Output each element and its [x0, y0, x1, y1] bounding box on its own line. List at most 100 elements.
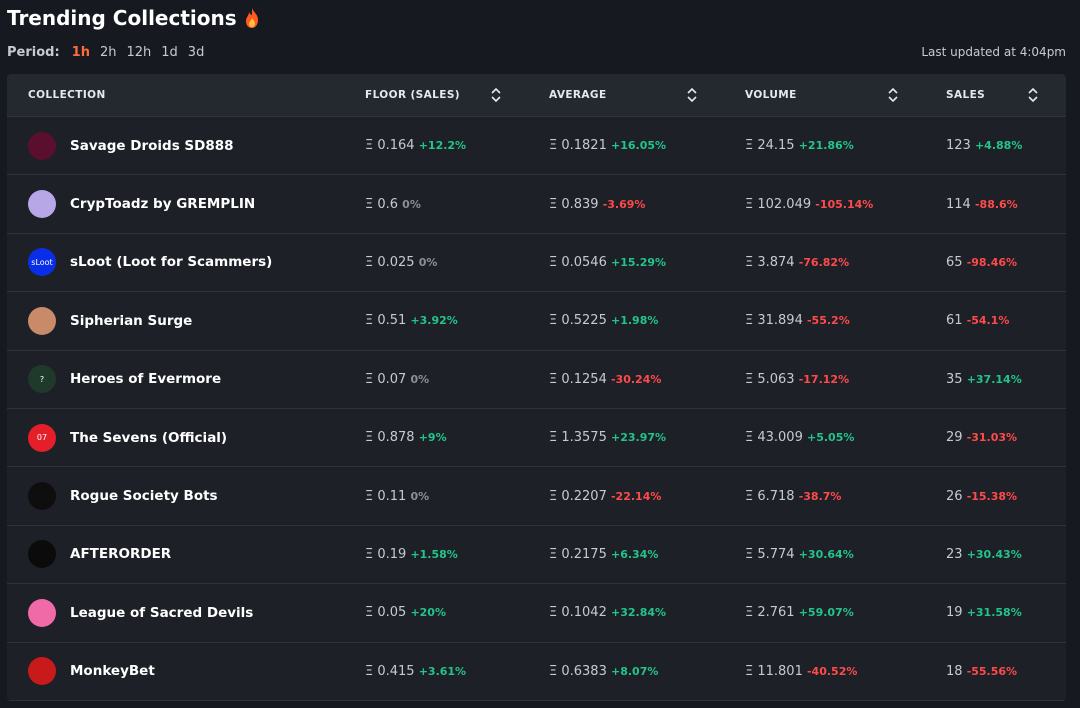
floor-cell: Ξ 0.164 +12.2% — [365, 138, 549, 153]
volume-cell: Ξ 31.894 -55.2% — [745, 313, 946, 328]
floor-cell-value: Ξ 0.07 — [365, 371, 407, 387]
sales-cell-change: -88.6% — [974, 197, 1018, 211]
average-cell-value: Ξ 0.1254 — [549, 371, 607, 387]
volume-cell-value: Ξ 5.774 — [745, 546, 795, 562]
fire-icon — [243, 7, 261, 29]
period-option-1d[interactable]: 1d — [161, 45, 178, 60]
floor-cell-value: Ξ 0.878 — [365, 430, 415, 446]
volume-cell: Ξ 24.15 +21.86% — [745, 138, 946, 153]
volume-cell-value: Ξ 5.063 — [745, 371, 795, 387]
sales-cell-value: 65 — [946, 254, 963, 270]
collection-cell[interactable]: Rogue Society Bots — [7, 482, 365, 511]
sales-cell: 114 -88.6% — [946, 197, 1066, 212]
collection-name[interactable]: League of Sacred Devils — [70, 604, 254, 621]
collection-cell[interactable]: 07 The Sevens (Official) — [7, 423, 365, 452]
sales-cell: 123 +4.88% — [946, 138, 1066, 153]
collection-avatar: 07 — [28, 423, 56, 452]
average-cell-value: Ξ 0.2175 — [549, 546, 607, 562]
collection-avatar — [28, 306, 56, 335]
table-header: COLLECTION FLOOR (SALES) AVERAGE VOLUME … — [7, 74, 1066, 117]
average-cell-value: Ξ 0.5225 — [549, 313, 607, 329]
collection-name[interactable]: sLoot (Loot for Scammers) — [70, 254, 273, 271]
table-row[interactable]: AFTERORDER Ξ 0.19 +1.58% Ξ 0.2175 +6.34%… — [7, 526, 1066, 585]
floor-cell-change: +20% — [410, 606, 446, 620]
collection-name[interactable]: Savage Droids SD888 — [70, 137, 234, 154]
average-cell-value: Ξ 0.1042 — [549, 605, 607, 621]
sales-cell-change: -55.56% — [966, 664, 1018, 678]
sort-icon[interactable] — [888, 87, 898, 103]
sales-cell: 65 -98.46% — [946, 255, 1066, 270]
table-row[interactable]: 07 The Sevens (Official) Ξ 0.878 +9% Ξ 1… — [7, 409, 1066, 468]
collection-cell[interactable]: CrypToadz by GREMPLIN — [7, 190, 365, 219]
column-header-floor[interactable]: FLOOR (SALES) — [365, 87, 549, 103]
floor-cell-value: Ξ 0.11 — [365, 488, 407, 504]
collection-cell[interactable]: ? Heroes of Evermore — [7, 365, 365, 394]
period-option-2h[interactable]: 2h — [99, 45, 117, 60]
collection-cell[interactable]: League of Sacred Devils — [7, 598, 365, 627]
volume-cell-value: Ξ 6.718 — [745, 488, 795, 504]
period-option-1h[interactable]: 1h — [71, 45, 90, 60]
table-row[interactable]: sLoot sLoot (Loot for Scammers) Ξ 0.025 … — [7, 234, 1066, 293]
floor-cell: Ξ 0.11 0% — [365, 489, 549, 504]
floor-cell-value: Ξ 0.164 — [365, 138, 415, 154]
table-row[interactable]: ? Heroes of Evermore Ξ 0.07 0% Ξ 0.1254 … — [7, 351, 1066, 409]
collection-name[interactable]: Rogue Society Bots — [70, 488, 218, 505]
sales-cell-value: 29 — [946, 430, 963, 446]
column-header-sales[interactable]: SALES — [946, 87, 1066, 103]
collection-cell[interactable]: Sipherian Surge — [7, 306, 365, 335]
table-row[interactable]: Sipherian Surge Ξ 0.51 +3.92% Ξ 0.5225 +… — [7, 292, 1066, 351]
average-cell: Ξ 0.839 -3.69% — [549, 197, 745, 212]
period-option-3d[interactable]: 3d — [187, 45, 205, 60]
period-option-12h[interactable]: 12h — [126, 45, 152, 60]
floor-cell: Ξ 0.878 +9% — [365, 430, 549, 445]
volume-cell-value: Ξ 43.009 — [745, 430, 803, 446]
collection-avatar — [28, 190, 56, 219]
column-header-average[interactable]: AVERAGE — [549, 87, 745, 103]
column-header-volume[interactable]: VOLUME — [745, 87, 946, 103]
sales-cell-change: +30.43% — [966, 547, 1022, 561]
collection-cell[interactable]: AFTERORDER — [7, 540, 365, 569]
table-row[interactable]: League of Sacred Devils Ξ 0.05 +20% Ξ 0.… — [7, 584, 1066, 643]
floor-cell-change: +3.61% — [418, 664, 467, 678]
sales-cell: 26 -15.38% — [946, 489, 1066, 504]
table-row[interactable]: MonkeyBet Ξ 0.415 +3.61% Ξ 0.6383 +8.07%… — [7, 643, 1066, 701]
sales-cell-change: -31.03% — [966, 431, 1018, 445]
volume-cell: Ξ 102.049 -105.14% — [745, 197, 946, 212]
floor-cell: Ξ 0.07 0% — [365, 372, 549, 387]
collection-name[interactable]: CrypToadz by GREMPLIN — [70, 196, 256, 213]
volume-cell-value: Ξ 31.894 — [745, 313, 803, 329]
collection-avatar: ? — [28, 365, 56, 394]
page-title-text: Trending Collections — [7, 6, 237, 30]
sales-cell-value: 123 — [946, 138, 971, 154]
collection-cell[interactable]: sLoot sLoot (Loot for Scammers) — [7, 248, 365, 277]
table-row[interactable]: CrypToadz by GREMPLIN Ξ 0.6 0% Ξ 0.839 -… — [7, 175, 1066, 234]
average-cell-change: -3.69% — [602, 197, 646, 211]
sort-icon[interactable] — [687, 87, 697, 103]
average-cell: Ξ 1.3575 +23.97% — [549, 430, 745, 445]
table-row[interactable]: Rogue Society Bots Ξ 0.11 0% Ξ 0.2207 -2… — [7, 467, 1066, 526]
average-cell: Ξ 0.2175 +6.34% — [549, 547, 745, 562]
collection-name[interactable]: Heroes of Evermore — [70, 371, 222, 388]
floor-cell-change: +9% — [418, 431, 447, 445]
collection-cell[interactable]: MonkeyBet — [7, 657, 365, 686]
sales-cell: 35 +37.14% — [946, 372, 1066, 387]
average-cell-value: Ξ 0.0546 — [549, 254, 607, 270]
collection-name[interactable]: Sipherian Surge — [70, 312, 193, 329]
volume-cell-change: +59.07% — [798, 606, 854, 620]
collection-avatar — [28, 598, 56, 627]
average-cell-change: -30.24% — [610, 372, 662, 386]
collection-avatar — [28, 482, 56, 511]
sales-cell: 19 +31.58% — [946, 605, 1066, 620]
sort-icon[interactable] — [1028, 87, 1038, 103]
floor-cell: Ξ 0.415 +3.61% — [365, 664, 549, 679]
volume-cell-change: +21.86% — [798, 139, 854, 153]
collection-name[interactable]: MonkeyBet — [70, 663, 155, 680]
collection-cell[interactable]: Savage Droids SD888 — [7, 131, 365, 160]
collection-name[interactable]: The Sevens (Official) — [70, 429, 228, 446]
collection-name[interactable]: AFTERORDER — [70, 546, 172, 563]
sales-cell-change: +4.88% — [974, 139, 1023, 153]
sort-icon[interactable] — [491, 87, 501, 103]
table-row[interactable]: Savage Droids SD888 Ξ 0.164 +12.2% Ξ 0.1… — [7, 117, 1066, 176]
floor-cell: Ξ 0.6 0% — [365, 197, 549, 212]
volume-cell: Ξ 11.801 -40.52% — [745, 664, 946, 679]
